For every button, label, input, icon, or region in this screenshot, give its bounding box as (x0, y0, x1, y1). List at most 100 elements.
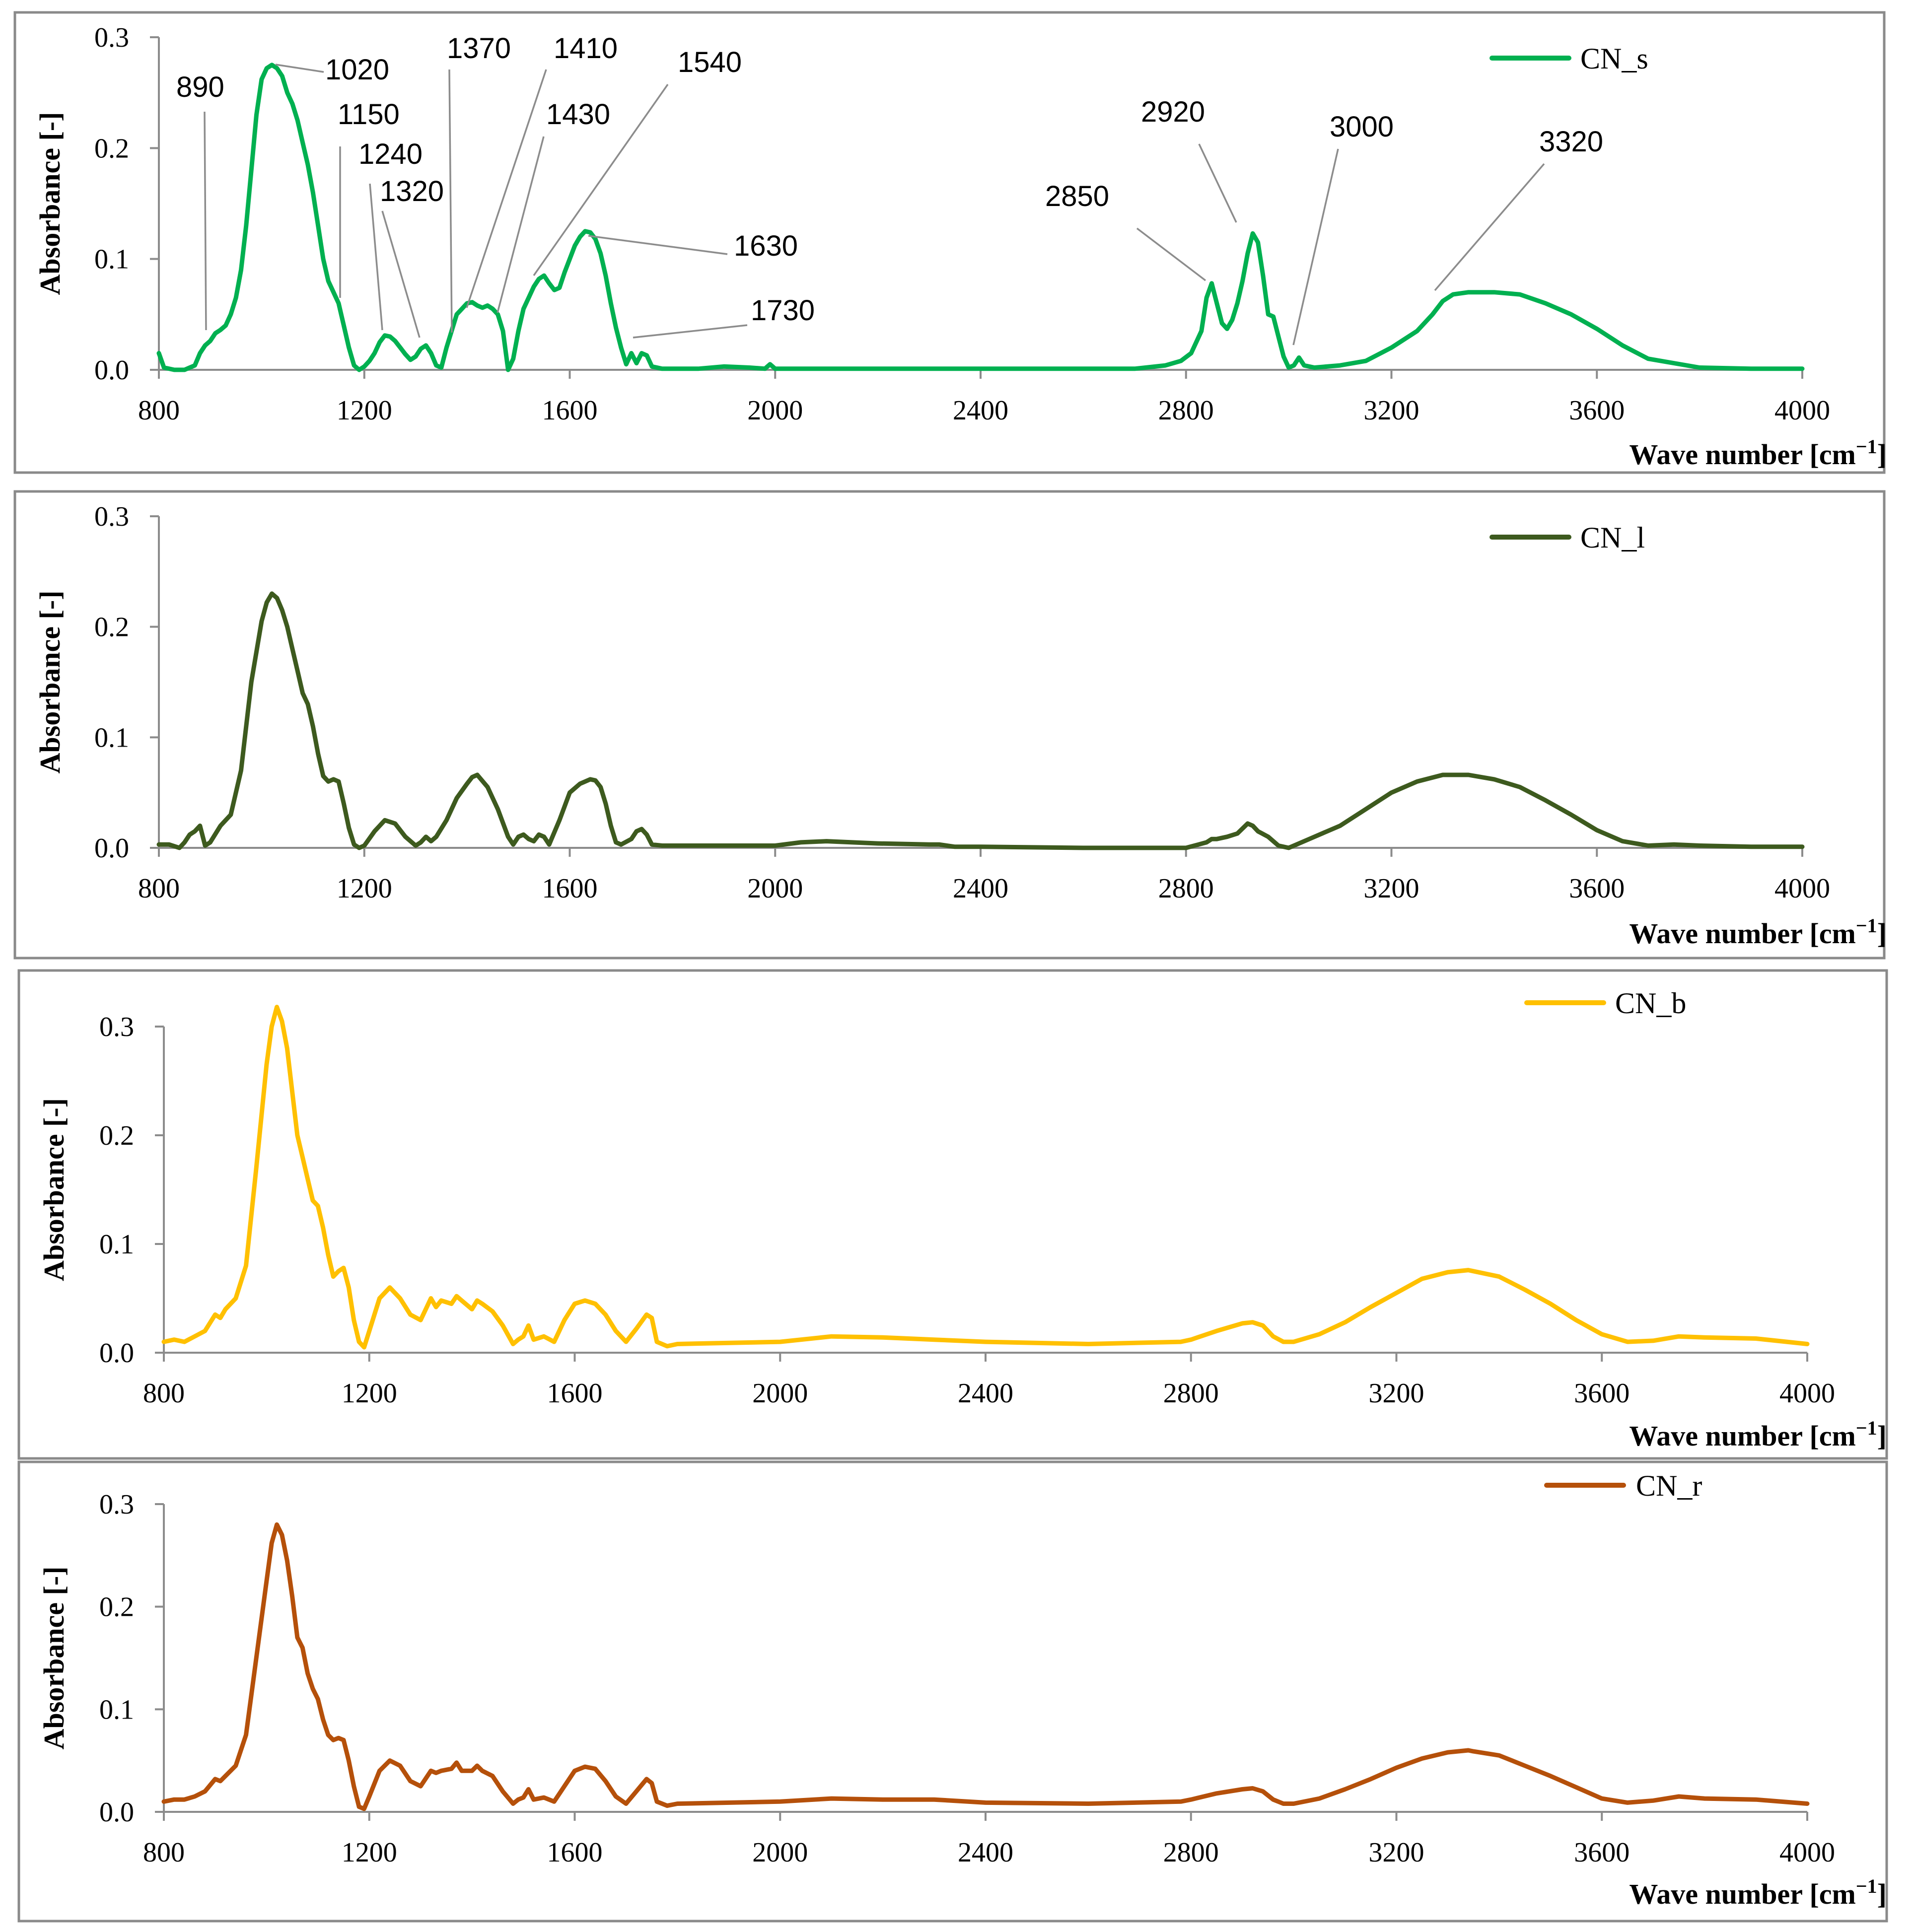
annotation-leader (633, 324, 748, 339)
x-tick-label: 3200 (1364, 395, 1419, 426)
chart-panel-cn-r: 0.0 0.1 0.2 0.3 800 1200 1600 2000 2400 2800 3200 3… (17, 1460, 1888, 1923)
legend-label: CN_r (1636, 1469, 1702, 1502)
annotation-label: 1540 (678, 46, 742, 78)
annotation-label: 1320 (380, 175, 444, 207)
chart-panel-cn-b: 0.0 0.1 0.2 0.3 800 1200 1600 2000 2400 2800 3200 3… (17, 969, 1888, 1460)
series-line-cn-s (156, 63, 1805, 372)
y-tick-label: 0.3 (94, 501, 129, 532)
x-tick-label: 3600 (1574, 1378, 1630, 1409)
annotation-leader (588, 235, 728, 255)
y-tick-label: 0.2 (94, 133, 129, 164)
chart-panel-cn-l: 0.0 0.1 0.2 0.3 800 1200 1600 2000 2400 2800 3200 3… (13, 490, 1887, 960)
annotation-leader (496, 136, 545, 313)
annotation-leader (448, 69, 453, 333)
annotation-label: 1370 (447, 32, 511, 65)
annotation-leader (466, 69, 547, 308)
annotation-label: 1730 (751, 294, 815, 327)
x-tick-label: 800 (138, 873, 180, 904)
legend-label: CN_l (1580, 521, 1645, 554)
x-tick-label: 2800 (1158, 873, 1214, 904)
x-tick-label: 2000 (752, 1837, 808, 1868)
y-tick-label: 0.1 (94, 244, 129, 275)
y-tick-label: 0.0 (94, 833, 129, 864)
annotation-leader (381, 210, 421, 338)
x-tick-label: 1600 (547, 1378, 603, 1409)
series-line-cn-b (161, 1005, 1810, 1350)
x-tick-label: 1600 (542, 395, 598, 426)
y-tick-label: 0.0 (99, 1797, 134, 1828)
annotation-leader (204, 111, 207, 331)
x-tick-label: 1200 (337, 395, 392, 426)
x-tick-label: 4000 (1774, 873, 1830, 904)
x-tick-label: 1600 (547, 1837, 603, 1868)
x-tick-label: 2000 (747, 873, 803, 904)
annotation-leader (275, 64, 324, 73)
annotation-label: 3320 (1539, 126, 1603, 158)
annotation-label: 1430 (546, 98, 610, 131)
chart-panel-cn-s: 0.0 0.1 0.2 0.3 800 1200 1600 2000 2400 2800 3200 3… (13, 11, 1887, 474)
annotation-label: 2920 (1141, 96, 1205, 128)
x-tick-label: 800 (143, 1378, 185, 1409)
annotation-leader (1434, 163, 1545, 291)
y-axis-title: Absorbance [-] (34, 112, 66, 295)
x-tick-label: 2000 (747, 395, 803, 426)
x-tick-label: 800 (143, 1837, 185, 1868)
x-tick-label: 2400 (958, 1378, 1013, 1409)
y-tick-label: 0.3 (99, 1489, 134, 1520)
series-line-cn-l (156, 591, 1805, 850)
x-tick-label: 2400 (953, 395, 1008, 426)
annotation-label: 2850 (1045, 180, 1109, 212)
x-tick-label: 2800 (1163, 1837, 1219, 1868)
y-tick-label: 0.3 (94, 22, 129, 53)
x-tick-label: 2800 (1158, 395, 1214, 426)
legend-label: CN_s (1580, 42, 1648, 75)
y-tick-label: 0.2 (99, 1120, 134, 1151)
annotation-leader (1136, 227, 1206, 281)
y-tick-label: 0.1 (99, 1229, 134, 1260)
x-axis-title: Wave number [cm−1] (1629, 914, 1887, 950)
x-axis-title: Wave number [cm−1] (1629, 435, 1887, 471)
x-tick-label: 1200 (342, 1378, 397, 1409)
x-tick-label: 3200 (1364, 873, 1419, 904)
x-tick-label: 1200 (342, 1837, 397, 1868)
annotation-leader (1292, 148, 1339, 345)
annotation-leader (533, 83, 669, 276)
annotation-label: 1150 (338, 98, 400, 131)
x-axis-title: Wave number [cm−1] (1629, 1875, 1887, 1910)
panel-frame (17, 969, 1888, 1460)
panel-frame (13, 490, 1886, 960)
peak-annotations: 890 1020 1150 1240 1320 1370 1410 1430 1540 1630 1… (176, 32, 1603, 345)
x-tick-label: 1600 (542, 873, 598, 904)
annotation-leader (369, 183, 383, 331)
annotation-leader (1198, 143, 1237, 223)
x-tick-label: 3600 (1569, 873, 1625, 904)
x-tick-label: 2400 (958, 1837, 1013, 1868)
legend-label: CN_b (1615, 987, 1686, 1020)
annotation-label: 1410 (554, 32, 618, 65)
annotation-label: 3000 (1330, 111, 1394, 143)
y-axis-title: Absorbance [-] (34, 591, 66, 774)
panel-frame (17, 1460, 1888, 1923)
x-tick-label: 800 (138, 395, 180, 426)
y-tick-label: 0.2 (99, 1592, 134, 1623)
annotation-label: 1020 (325, 54, 389, 86)
x-tick-label: 2800 (1163, 1378, 1219, 1409)
x-tick-label: 2000 (752, 1378, 808, 1409)
x-tick-label: 4000 (1779, 1378, 1835, 1409)
annotation-label: 890 (176, 71, 224, 103)
y-axis-title: Absorbance [-] (38, 1098, 70, 1281)
x-tick-label: 4000 (1774, 395, 1830, 426)
y-tick-label: 0.0 (94, 355, 129, 386)
x-tick-label: 3600 (1574, 1837, 1630, 1868)
annotation-label: 1630 (734, 230, 798, 262)
y-tick-label: 0.3 (99, 1012, 134, 1042)
x-tick-label: 3600 (1569, 395, 1625, 426)
y-tick-label: 0.0 (99, 1338, 134, 1369)
annotation-label: 1240 (358, 138, 423, 170)
series-line-cn-r (161, 1522, 1810, 1811)
panel-frame (13, 11, 1886, 474)
y-tick-label: 0.1 (94, 722, 129, 753)
y-tick-label: 0.2 (94, 612, 129, 643)
x-tick-label: 3200 (1369, 1378, 1424, 1409)
